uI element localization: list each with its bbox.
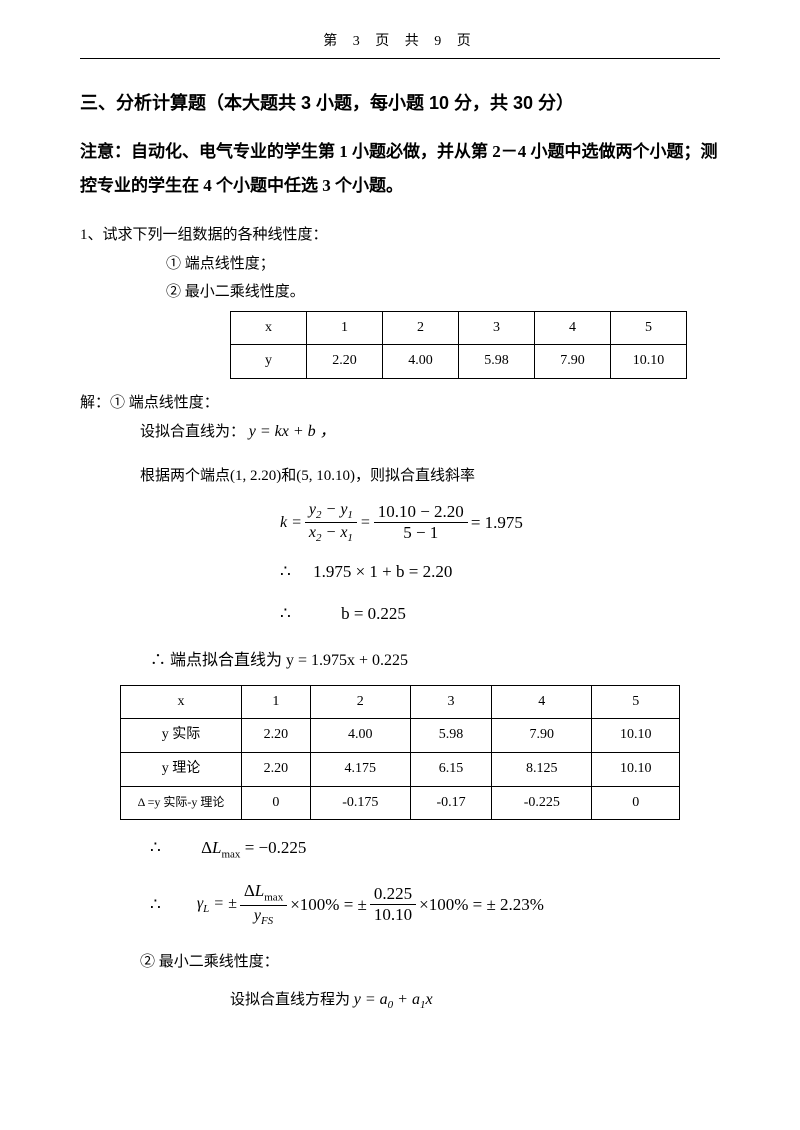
sol-line-1: 设拟合直线为： y = kx + b ， [80,417,720,447]
cell: 7.90 [492,719,592,753]
frac-1: y2 − y1 x2 − x1 [305,500,357,546]
gamma-lhs: γL = ± [197,889,237,920]
frac-num: y2 − y1 [305,500,357,523]
therefore-symbol: ∴ [150,838,161,857]
conclusion-text: ∴ 端点拟合直线为 y = 1.975x + 0.225 [150,652,408,669]
cell: 5.98 [410,719,491,753]
cell: 2.20 [307,345,383,379]
eq-text: b = 0.225 [341,604,406,623]
cell: 1 [242,685,311,719]
q1-item-2: ② 最小二乘线性度。 [80,278,720,307]
header-rule [80,58,720,59]
cell: 4.175 [310,753,410,787]
q1-item-1: ① 端点线性度； [80,250,720,279]
solution-label: 解：① 端点线性度： [80,389,720,418]
gamma-mid: ×100% = ± [290,889,367,921]
table-row: y 实际 2.20 4.00 5.98 7.90 10.10 [121,719,680,753]
therefore-2: ∴ b = 0.225 [280,598,720,630]
cell: 3 [410,685,491,719]
question-1: 1、试求下列一组数据的各种线性度： ① 端点线性度； ② 最小二乘线性度。 x … [80,221,720,1016]
eq-text: 1.975 × 1 + b = 2.20 [313,562,452,581]
frac-den: yFS [240,906,287,928]
cell: 7.90 [535,345,611,379]
therefore-symbol: ∴ [280,604,291,623]
k-result: = 1.975 [471,507,523,539]
therefore-1: ∴ 1.975 × 1 + b = 2.20 [280,556,720,588]
frac-2: 10.10 − 2.20 5 − 1 [374,502,468,544]
cell: 5 [592,685,680,719]
q1-stem: 1、试求下列一组数据的各种线性度： [80,221,720,250]
part2-line: 设拟合直线方程为 y = a0 + a1x [170,985,720,1016]
sol-text: 设拟合直线为： [140,424,245,440]
cell: 5 [611,311,687,345]
cell: 2 [310,685,410,719]
frac-gamma-1: ΔLmax yFS [240,881,287,928]
gamma-end: ×100% = ± 2.23% [419,889,544,921]
sol-line-2: 根据两个端点(1, 2.20)和(5, 10.10)，则拟合直线斜率 [80,462,720,491]
cell: -0.225 [492,786,592,820]
therefore-symbol: ∴ [280,562,291,581]
therefore-symbol: ∴ [150,889,161,921]
cell: 4 [492,685,592,719]
frac-den: 5 − 1 [374,523,468,543]
table-row: y 理论 2.20 4.175 6.15 8.125 10.10 [121,753,680,787]
frac-num: ΔLmax [240,881,287,906]
cell: Δ =y 实际-y 理论 [121,786,242,820]
instruction-note: 注意：自动化、电气专业的学生第 1 小题必做，并从第 2－4 小题中选做两个小题… [80,135,720,203]
table-row: x 1 2 3 4 5 [121,685,680,719]
cell: 0 [242,786,311,820]
data-table-1: x 1 2 3 4 5 y 2.20 4.00 5.98 7.90 10.10 [230,311,687,379]
section-title: 三、分析计算题（本大题共 3 小题，每小题 10 分，共 30 分） [80,89,720,115]
cell: 8.125 [492,753,592,787]
cell: 4.00 [383,345,459,379]
k-eq-lhs: k = [280,508,302,538]
dlmax-text: ΔLmax = −0.225 [201,838,306,857]
frac-den: x2 − x1 [305,523,357,545]
cell: 2.20 [242,719,311,753]
cell: y 实际 [121,719,242,753]
frac-den: 10.10 [370,905,416,925]
frac-gamma-2: 0.225 10.10 [370,884,416,926]
cell: 2 [383,311,459,345]
cell: -0.175 [310,786,410,820]
sol-eq: y = kx + b ， [249,423,336,440]
cell: 4 [535,311,611,345]
cell: 10.10 [592,719,680,753]
data-table-2: x 1 2 3 4 5 y 实际 2.20 4.00 5.98 7.90 10.… [120,685,680,820]
frac-num: 0.225 [370,884,416,905]
cell: 2.20 [242,753,311,787]
part2-pre: 设拟合直线方程为 [230,992,354,1008]
page-container: 第 3 页 共 9 页 三、分析计算题（本大题共 3 小题，每小题 10 分，共… [0,0,800,1056]
cell: x [231,311,307,345]
cell: 6.15 [410,753,491,787]
cell: 0 [592,786,680,820]
cell: -0.17 [410,786,491,820]
cell: 10.10 [592,753,680,787]
cell: 3 [459,311,535,345]
cell: 5.98 [459,345,535,379]
cell: 1 [307,311,383,345]
table-row: x 1 2 3 4 5 [231,311,687,345]
cell: 10.10 [611,345,687,379]
cell: y 理论 [121,753,242,787]
page-header: 第 3 页 共 9 页 [80,30,720,50]
frac-num: 10.10 − 2.20 [374,502,468,523]
part2-label: ② 最小二乘线性度： [80,948,720,977]
table-row: y 2.20 4.00 5.98 7.90 10.10 [231,345,687,379]
k-equation: k = y2 − y1 x2 − x1 = 10.10 − 2.20 5 − 1… [280,500,720,546]
eq-sign: = [360,508,371,538]
cell: 4.00 [310,719,410,753]
conclusion-1: ∴ 端点拟合直线为 y = 1.975x + 0.225 [150,646,720,676]
dlmax-line: ∴ ΔLmax = −0.225 [150,832,720,865]
table-row: Δ =y 实际-y 理论 0 -0.175 -0.17 -0.225 0 [121,786,680,820]
gamma-line: ∴ γL = ± ΔLmax yFS ×100% = ± 0.225 10.10… [150,881,720,928]
cell: y [231,345,307,379]
part2-eq: y = a0 + a1x [354,991,433,1008]
cell: x [121,685,242,719]
